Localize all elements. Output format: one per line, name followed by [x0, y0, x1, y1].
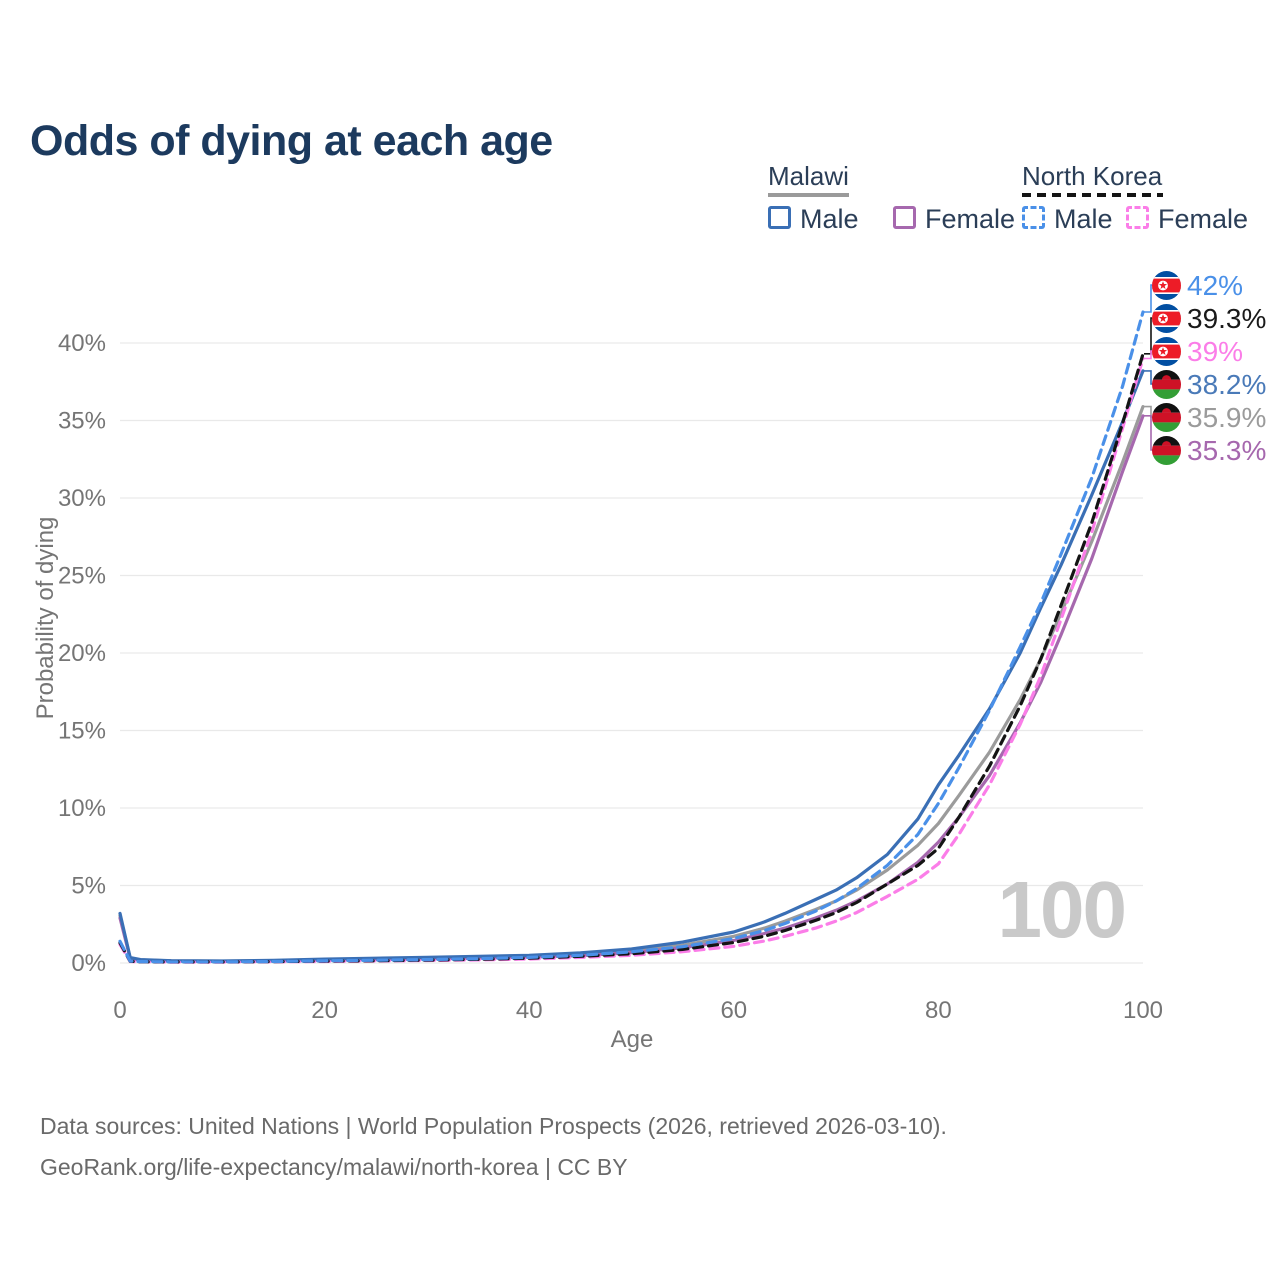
series-line-north-korea-male — [118, 310, 1145, 964]
age-watermark: 100 — [997, 865, 1127, 954]
malawi-female-label[interactable]: Female — [925, 204, 1016, 234]
footer: Data sources: United Nations | World Pop… — [40, 1106, 947, 1188]
chart-title: Odds of dying at each age — [30, 116, 553, 165]
north-korea-line-style-swatch — [1022, 193, 1163, 197]
plot-area: 0% 5% 10% 15% 20% 25% 30% 35% 40% 0 20 40 60 80 100 — [58, 284, 1163, 1024]
legend-country-malawi: Malawi — [768, 161, 849, 191]
malawi-flag-icon — [1152, 369, 1181, 399]
north-korea-flag-icon — [1152, 270, 1181, 300]
malawi-flag-icon — [1152, 402, 1181, 432]
end-label-malawi-female: 35.3% — [1152, 435, 1266, 465]
y-tick-label: 20% — [58, 640, 106, 667]
malawi-flag-icon — [1152, 435, 1181, 465]
footer-attribution: GeoRank.org/life-expectancy/malawi/north… — [40, 1154, 628, 1180]
end-label-value: 39% — [1187, 335, 1244, 367]
x-tick-label: 20 — [311, 997, 338, 1024]
x-tick-label: 40 — [516, 997, 543, 1024]
end-label-malawi-both: 35.9% — [1152, 402, 1266, 432]
y-tick-label: 15% — [58, 718, 106, 745]
x-axis-title: Age — [610, 1026, 654, 1053]
end-label-value: 35.9% — [1187, 401, 1267, 433]
north-korea-flag-icon — [1152, 303, 1181, 333]
y-tick-label: 0% — [71, 950, 106, 977]
x-tick-label: 0 — [113, 997, 126, 1024]
end-label-north-korea-male: 42% — [1152, 270, 1243, 300]
north-korea-female-checkbox[interactable] — [1126, 206, 1149, 229]
north-korea-female-label[interactable]: Female — [1158, 204, 1249, 234]
x-tick-label: 80 — [925, 997, 952, 1024]
footer-data-sources: Data sources: United Nations | World Pop… — [40, 1113, 947, 1139]
y-tick-label: 35% — [58, 408, 106, 435]
x-tick-label: 100 — [1123, 997, 1163, 1024]
end-label-north-korea-both: 39.3% — [1152, 303, 1266, 333]
series-line-north-korea-female — [118, 356, 1145, 964]
malawi-female-checkbox[interactable] — [893, 206, 916, 229]
end-label-value: 38.2% — [1187, 368, 1267, 400]
north-korea-male-label[interactable]: Male — [1054, 204, 1113, 234]
malawi-line-style-swatch — [768, 193, 849, 197]
end-label-value: 39.3% — [1187, 302, 1267, 334]
y-tick-label: 5% — [71, 873, 106, 900]
malawi-flag-icon — [1152, 369, 1181, 399]
y-tick-label: 30% — [58, 485, 106, 512]
malawi-flag-icon — [1152, 402, 1181, 432]
legend-country-north-korea: North Korea — [1022, 161, 1163, 191]
y-tick-label: 40% — [58, 330, 106, 357]
y-axis-title: Probability of dying — [32, 516, 59, 720]
malawi-male-checkbox[interactable] — [768, 206, 791, 229]
y-tick-label: 25% — [58, 563, 106, 590]
y-tick-label: 10% — [58, 795, 106, 822]
north-korea-male-checkbox[interactable] — [1022, 206, 1045, 229]
end-label-malawi-male: 38.2% — [1152, 369, 1266, 399]
north-korea-flag-icon — [1152, 336, 1181, 366]
north-korea-flag-icon — [1152, 336, 1181, 366]
malawi-flag-icon — [1152, 435, 1181, 465]
malawi-male-label[interactable]: Male — [800, 204, 859, 234]
end-label-north-korea-female: 39% — [1152, 336, 1243, 366]
north-korea-flag-icon — [1152, 303, 1181, 333]
end-label-value: 35.3% — [1187, 434, 1267, 466]
north-korea-flag-icon — [1152, 270, 1181, 300]
x-tick-label: 60 — [720, 997, 747, 1024]
end-label-value: 42% — [1187, 269, 1244, 301]
